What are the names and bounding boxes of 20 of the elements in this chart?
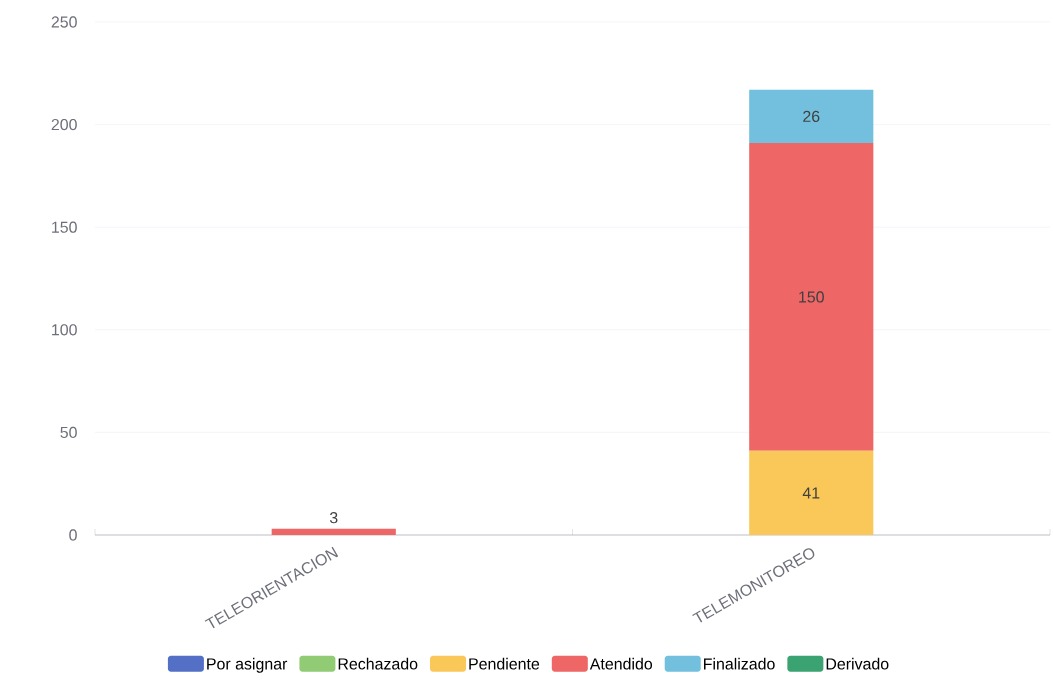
y-tick-label: 150 [52,221,77,233]
data-label: 150 [799,291,824,303]
y-tick-label: 250 [51,16,77,28]
legend-label: Atendido [589,657,653,670]
bar [749,143,874,451]
bar [749,89,874,144]
y-tick-label: 200 [51,118,77,131]
legend-label: Derivado [826,657,889,670]
bar [271,528,396,535]
legend-label: Por asignar [207,657,288,673]
data-label: 41 [802,487,820,499]
data-label: 26 [803,110,820,123]
bar [749,450,874,535]
legend-label: Rechazado [338,657,418,670]
y-tick-label: 50 [60,426,77,439]
data-label: 3 [329,512,338,524]
y-tick-label: 0 [69,529,77,541]
legend-label: Pendiente [469,657,540,670]
legend-label: Finalizado [704,657,775,670]
y-tick-label: 100 [52,324,77,336]
